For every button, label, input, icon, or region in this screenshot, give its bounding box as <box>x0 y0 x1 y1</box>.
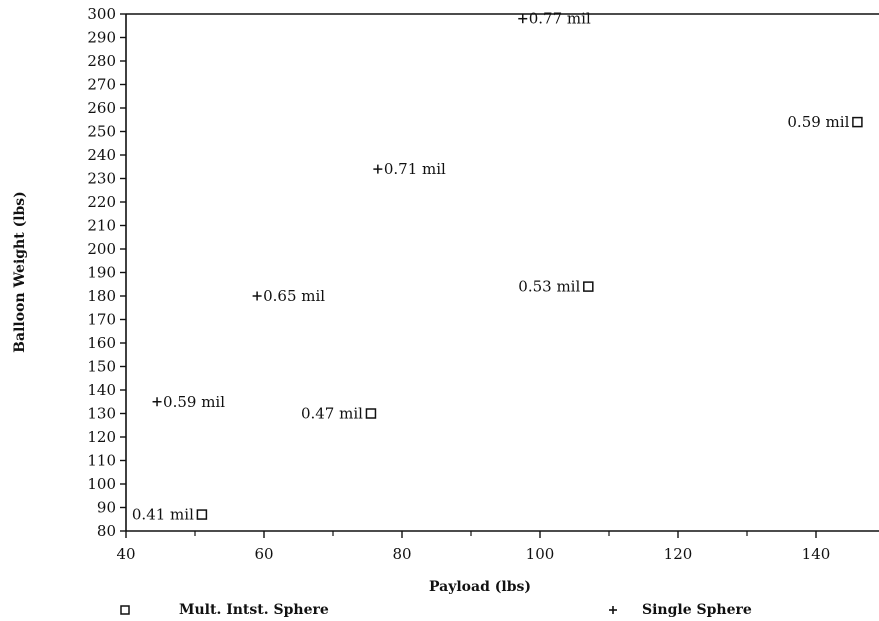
plus-marker-1 <box>252 291 262 301</box>
point-label-mult-2: 0.53 mil <box>518 278 580 296</box>
point-label-single-3: 0.77 mil <box>529 10 591 28</box>
legend: Mult. Intst. Sphere Single Sphere <box>120 602 752 618</box>
plus-marker-3 <box>518 14 528 24</box>
point-label-mult-3: 0.59 mil <box>787 113 849 131</box>
y-tick-label-80: 80 <box>97 522 116 540</box>
x-tick-label-120: 120 <box>664 545 693 563</box>
x-axis-ticks: 40 60 80 100 120 140 <box>116 531 830 563</box>
y-tick-label-210: 210 <box>87 217 116 235</box>
y-tick-label-110: 110 <box>87 452 116 470</box>
y-tick-label-230: 230 <box>87 170 116 188</box>
legend-label-mult-intst-sphere: Mult. Intst. Sphere <box>179 602 329 618</box>
y-tick-label-140: 140 <box>87 381 116 399</box>
x-tick-label-100: 100 <box>526 545 555 563</box>
point-label-single-2: 0.71 mil <box>384 160 446 178</box>
y-tick-label-150: 150 <box>87 358 116 376</box>
plot-frame <box>125 13 879 532</box>
x-tick-label-80: 80 <box>392 545 411 563</box>
x-tick-label-60: 60 <box>254 545 273 563</box>
square-marker-2 <box>583 281 594 292</box>
y-tick-label-180: 180 <box>87 287 116 305</box>
y-tick-label-240: 240 <box>87 146 116 164</box>
y-tick-label-170: 170 <box>87 311 116 329</box>
y-tick-label-130: 130 <box>87 405 116 423</box>
square-marker-1 <box>365 408 377 419</box>
plus-marker-2 <box>373 164 383 174</box>
y-tick-label-260: 260 <box>87 99 116 117</box>
x-tick-label-40: 40 <box>116 545 135 563</box>
data-points: 0.41 mil 0.47 mil 0.53 mil 0.59 mil 0.59 mil… <box>132 10 863 524</box>
y-tick-label-290: 290 <box>87 29 116 47</box>
x-tick-label-140: 140 <box>802 545 831 563</box>
square-marker-3 <box>852 116 863 128</box>
y-tick-label-90: 90 <box>97 499 116 517</box>
point-label-single-1: 0.65 mil <box>263 287 325 305</box>
legend-square-marker-icon <box>120 605 130 615</box>
legend-label-single-sphere: Single Sphere <box>642 602 752 618</box>
legend-plus-marker-icon <box>609 606 617 614</box>
y-tick-label-300: 300 <box>87 5 116 23</box>
point-label-mult-0: 0.41 mil <box>132 506 194 524</box>
square-marker-0 <box>196 509 208 520</box>
plus-marker-0 <box>152 397 162 407</box>
y-tick-label-200: 200 <box>87 240 116 258</box>
point-label-mult-1: 0.47 mil <box>301 405 363 423</box>
y-axis-title: Balloon Weight (lbs) <box>12 191 28 353</box>
y-tick-label-220: 220 <box>87 193 116 211</box>
y-tick-label-250: 250 <box>87 123 116 141</box>
y-tick-label-190: 190 <box>87 264 116 282</box>
y-tick-label-280: 280 <box>87 52 116 70</box>
y-axis-ticks: 80 90 100 110 120 130 140 150 160 170 180 190 200 210… <box>87 5 126 540</box>
y-tick-label-100: 100 <box>87 475 116 493</box>
y-tick-label-120: 120 <box>87 428 116 446</box>
y-tick-label-270: 270 <box>87 76 116 94</box>
y-tick-label-160: 160 <box>87 334 116 352</box>
x-axis-title: Payload (lbs) <box>429 579 531 595</box>
point-label-single-0: 0.59 mil <box>163 393 225 411</box>
